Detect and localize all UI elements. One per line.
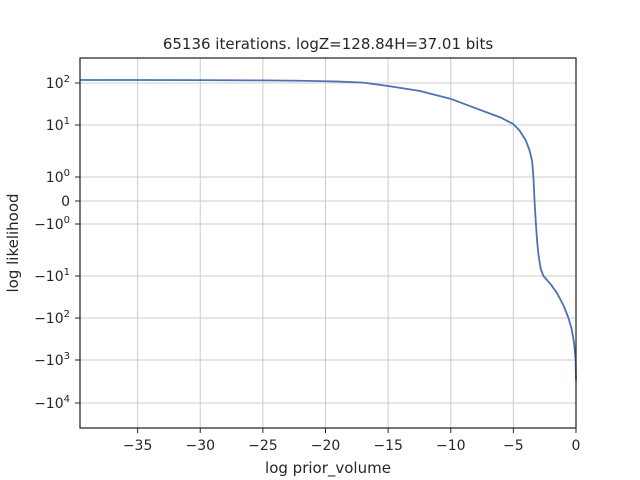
x-tick-label: 0 <box>572 438 581 454</box>
x-tick-label: −10 <box>436 438 466 454</box>
y-tick-label: 0 <box>61 194 70 210</box>
y-tick-label: −104 <box>34 394 70 412</box>
x-tick-label: −20 <box>311 438 341 454</box>
grid-lines <box>80 58 577 428</box>
x-tick-label: −35 <box>123 438 153 454</box>
series-line <box>80 79 577 381</box>
y-tick-label: 101 <box>46 116 70 134</box>
y-axis-ticks: 102 101 100 0 −100 −101 −102 −103 −104 <box>34 74 80 412</box>
x-axis-ticks: −35 −30 −25 −20 −15 −10 −5 0 <box>123 428 581 454</box>
x-tick-label: −30 <box>185 438 215 454</box>
y-tick-label: 102 <box>46 74 70 92</box>
x-tick-label: −25 <box>248 438 278 454</box>
y-tick-label: −101 <box>34 267 70 285</box>
y-axis-label: log likelihood <box>4 193 22 292</box>
y-tick-label: −103 <box>34 351 70 369</box>
y-tick-label: −102 <box>34 309 70 327</box>
x-tick-label: −5 <box>503 438 524 454</box>
y-tick-label: 100 <box>46 168 70 186</box>
y-tick-label: −100 <box>34 215 70 233</box>
x-axis-label: log prior_volume <box>265 459 391 478</box>
plot-frame <box>79 57 577 429</box>
chart-title: 65136 iterations. logZ=128.84H=37.01 bit… <box>163 35 494 53</box>
x-tick-label: −15 <box>373 438 403 454</box>
